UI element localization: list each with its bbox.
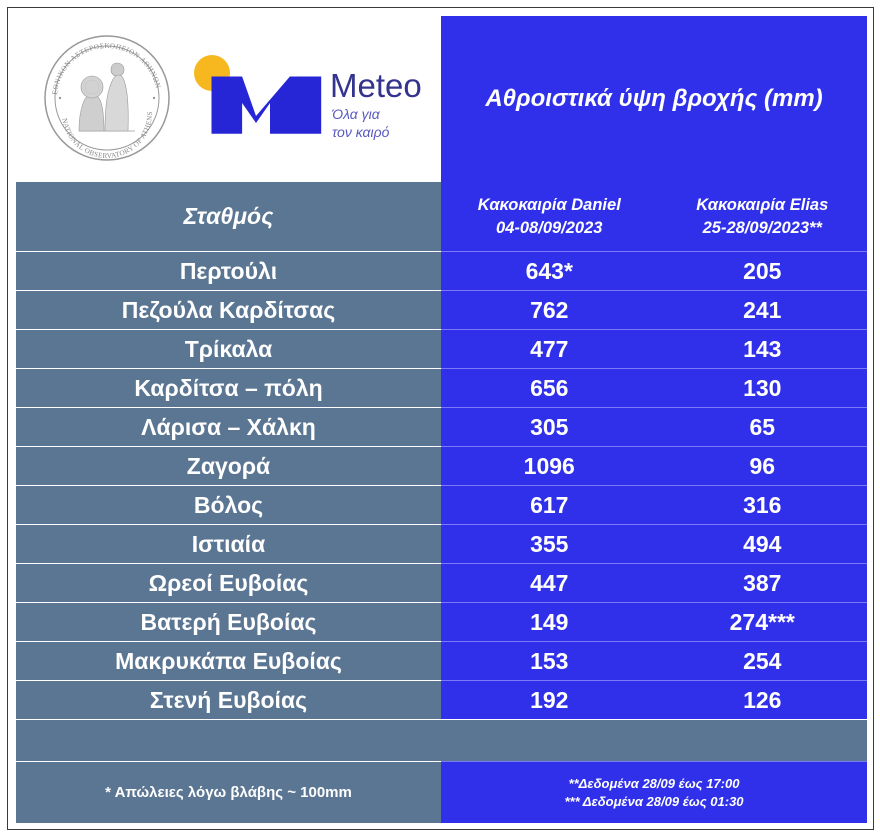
svg-text:τον καιρό: τον καιρό	[332, 124, 390, 140]
svg-text:Meteo: Meteo	[330, 67, 422, 104]
svg-text:Όλα για: Όλα για	[331, 106, 381, 122]
